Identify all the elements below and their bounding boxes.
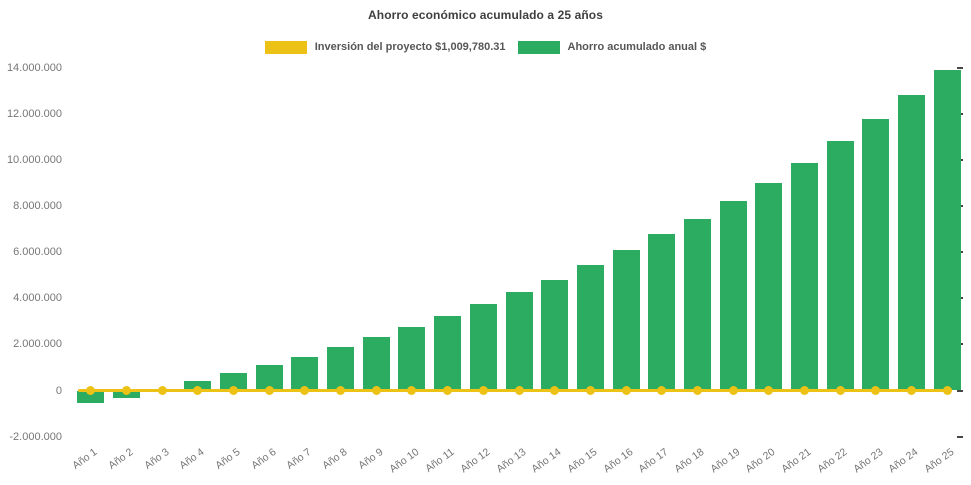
savings-bar	[434, 316, 462, 391]
x-axis-tick-label: Año 19	[708, 446, 743, 476]
investment-line-marker	[550, 386, 560, 395]
investment-line-marker	[621, 386, 631, 395]
x-axis-tick-label: Año 22	[815, 446, 850, 476]
savings-bar	[362, 337, 390, 391]
x-axis-tick-label: Año 23	[850, 446, 885, 476]
investment-line-marker	[371, 386, 381, 395]
investment-line-marker	[407, 386, 417, 395]
x-axis-tick-label: Año 16	[601, 446, 636, 476]
investment-line-marker	[728, 386, 738, 395]
x-axis-tick-label: Año 21	[779, 446, 814, 476]
savings-bar	[790, 162, 818, 391]
savings-bar	[184, 380, 212, 391]
x-axis-tick-label: Año 10	[387, 446, 422, 476]
savings-bar	[77, 390, 105, 404]
investment-line-marker	[942, 386, 952, 395]
savings-bar	[648, 234, 676, 391]
investment-line-marker	[157, 386, 167, 395]
legend: Inversión del proyecto $1,009,780.31 Aho…	[0, 38, 971, 56]
investment-legend-label: Inversión del proyecto $1,009,780.31	[314, 41, 506, 53]
right-axis-tick	[957, 66, 963, 69]
x-axis-tick-label: Año 14	[529, 446, 564, 476]
savings-bar	[291, 357, 319, 391]
investment-line-marker	[122, 386, 132, 395]
savings-bar	[826, 140, 854, 391]
investment-line-marker	[871, 386, 881, 395]
legend-item-investment: Inversión del proyecto $1,009,780.31	[264, 40, 506, 54]
right-axis-tick	[957, 389, 963, 392]
x-axis-tick-label: Año 11	[423, 446, 457, 475]
y-axis-tick-label: 6.000.000	[13, 246, 62, 259]
savings-bar	[469, 304, 497, 391]
savings-bar	[683, 218, 711, 391]
investment-line-marker	[764, 386, 774, 395]
savings-bar	[933, 70, 961, 391]
y-axis-tick-label: 4.000.000	[13, 292, 62, 305]
y-axis-tick-label: 12.000.000	[6, 107, 62, 120]
y-axis-tick-label: 8.000.000	[13, 200, 62, 213]
right-axis-tick	[957, 435, 963, 438]
chart-title: Ahorro económico acumulado a 25 años	[368, 8, 603, 22]
x-axis-tick-label: Año 1	[70, 446, 100, 472]
savings-bar	[897, 94, 925, 391]
x-axis-tick-label: Año 25	[922, 446, 957, 476]
y-axis-tick-label: -2.000.000	[9, 430, 62, 443]
x-axis-tick-label: Año 2	[106, 446, 136, 472]
x-axis-tick-label: Año 13	[494, 446, 529, 476]
savings-bar	[398, 327, 426, 391]
savings-bar	[576, 264, 604, 391]
x-axis-tick-label: Año 6	[249, 446, 279, 472]
savings-bar	[862, 119, 890, 391]
x-axis-tick-label: Año 20	[743, 446, 778, 476]
investment-line-marker	[657, 386, 667, 395]
y-axis-tick-label: 2.000.000	[13, 338, 62, 351]
y-axis-tick-label: 14.000.000	[6, 61, 62, 74]
investment-line-marker	[264, 386, 274, 395]
investment-line-marker	[514, 386, 524, 395]
investment-line-marker	[229, 386, 239, 395]
x-axis-tick-label: Año 24	[886, 446, 921, 476]
investment-line-marker	[835, 386, 845, 395]
savings-legend-label: Ahorro acumulado anual $	[567, 41, 707, 53]
investment-line-marker	[692, 386, 702, 395]
investment-line-marker	[478, 386, 488, 395]
x-axis-tick-label: Año 5	[213, 446, 243, 472]
x-axis-tick-label: Año 17	[636, 446, 671, 476]
savings-bar	[612, 249, 640, 391]
legend-item-savings: Ahorro acumulado anual $	[517, 40, 707, 54]
x-axis-tick-label: Año 8	[320, 446, 350, 472]
investment-line-marker	[336, 386, 346, 395]
savings-bar	[755, 182, 783, 391]
investment-line-marker	[799, 386, 809, 395]
savings-bar	[220, 372, 248, 391]
investment-line-marker	[86, 386, 96, 395]
x-axis-tick-label: Año 3	[141, 446, 172, 472]
investment-legend-swatch	[264, 40, 307, 54]
savings-bar	[505, 291, 533, 391]
investment-line-marker	[193, 386, 203, 395]
x-axis-tick-label: Año 12	[458, 446, 493, 476]
x-axis-tick-label: Año 7	[284, 446, 314, 472]
savings-bar	[327, 347, 355, 391]
x-axis-tick-label: Año 18	[672, 446, 707, 476]
savings-bar	[719, 200, 747, 391]
x-axis-tick-label: Año 9	[356, 446, 386, 472]
y-axis-tick-label: 0	[55, 384, 62, 397]
x-axis-tick-label: Año 15	[565, 446, 600, 476]
investment-line-marker	[300, 386, 310, 395]
y-axis-tick-label: 10.000.000	[6, 154, 62, 166]
savings-bar	[541, 279, 569, 391]
investment-line-marker	[585, 386, 595, 395]
investment-line-marker	[443, 386, 453, 395]
x-axis-tick-label: Año 4	[177, 446, 207, 472]
investment-line-marker	[906, 386, 916, 395]
savings-legend-swatch	[517, 40, 560, 54]
